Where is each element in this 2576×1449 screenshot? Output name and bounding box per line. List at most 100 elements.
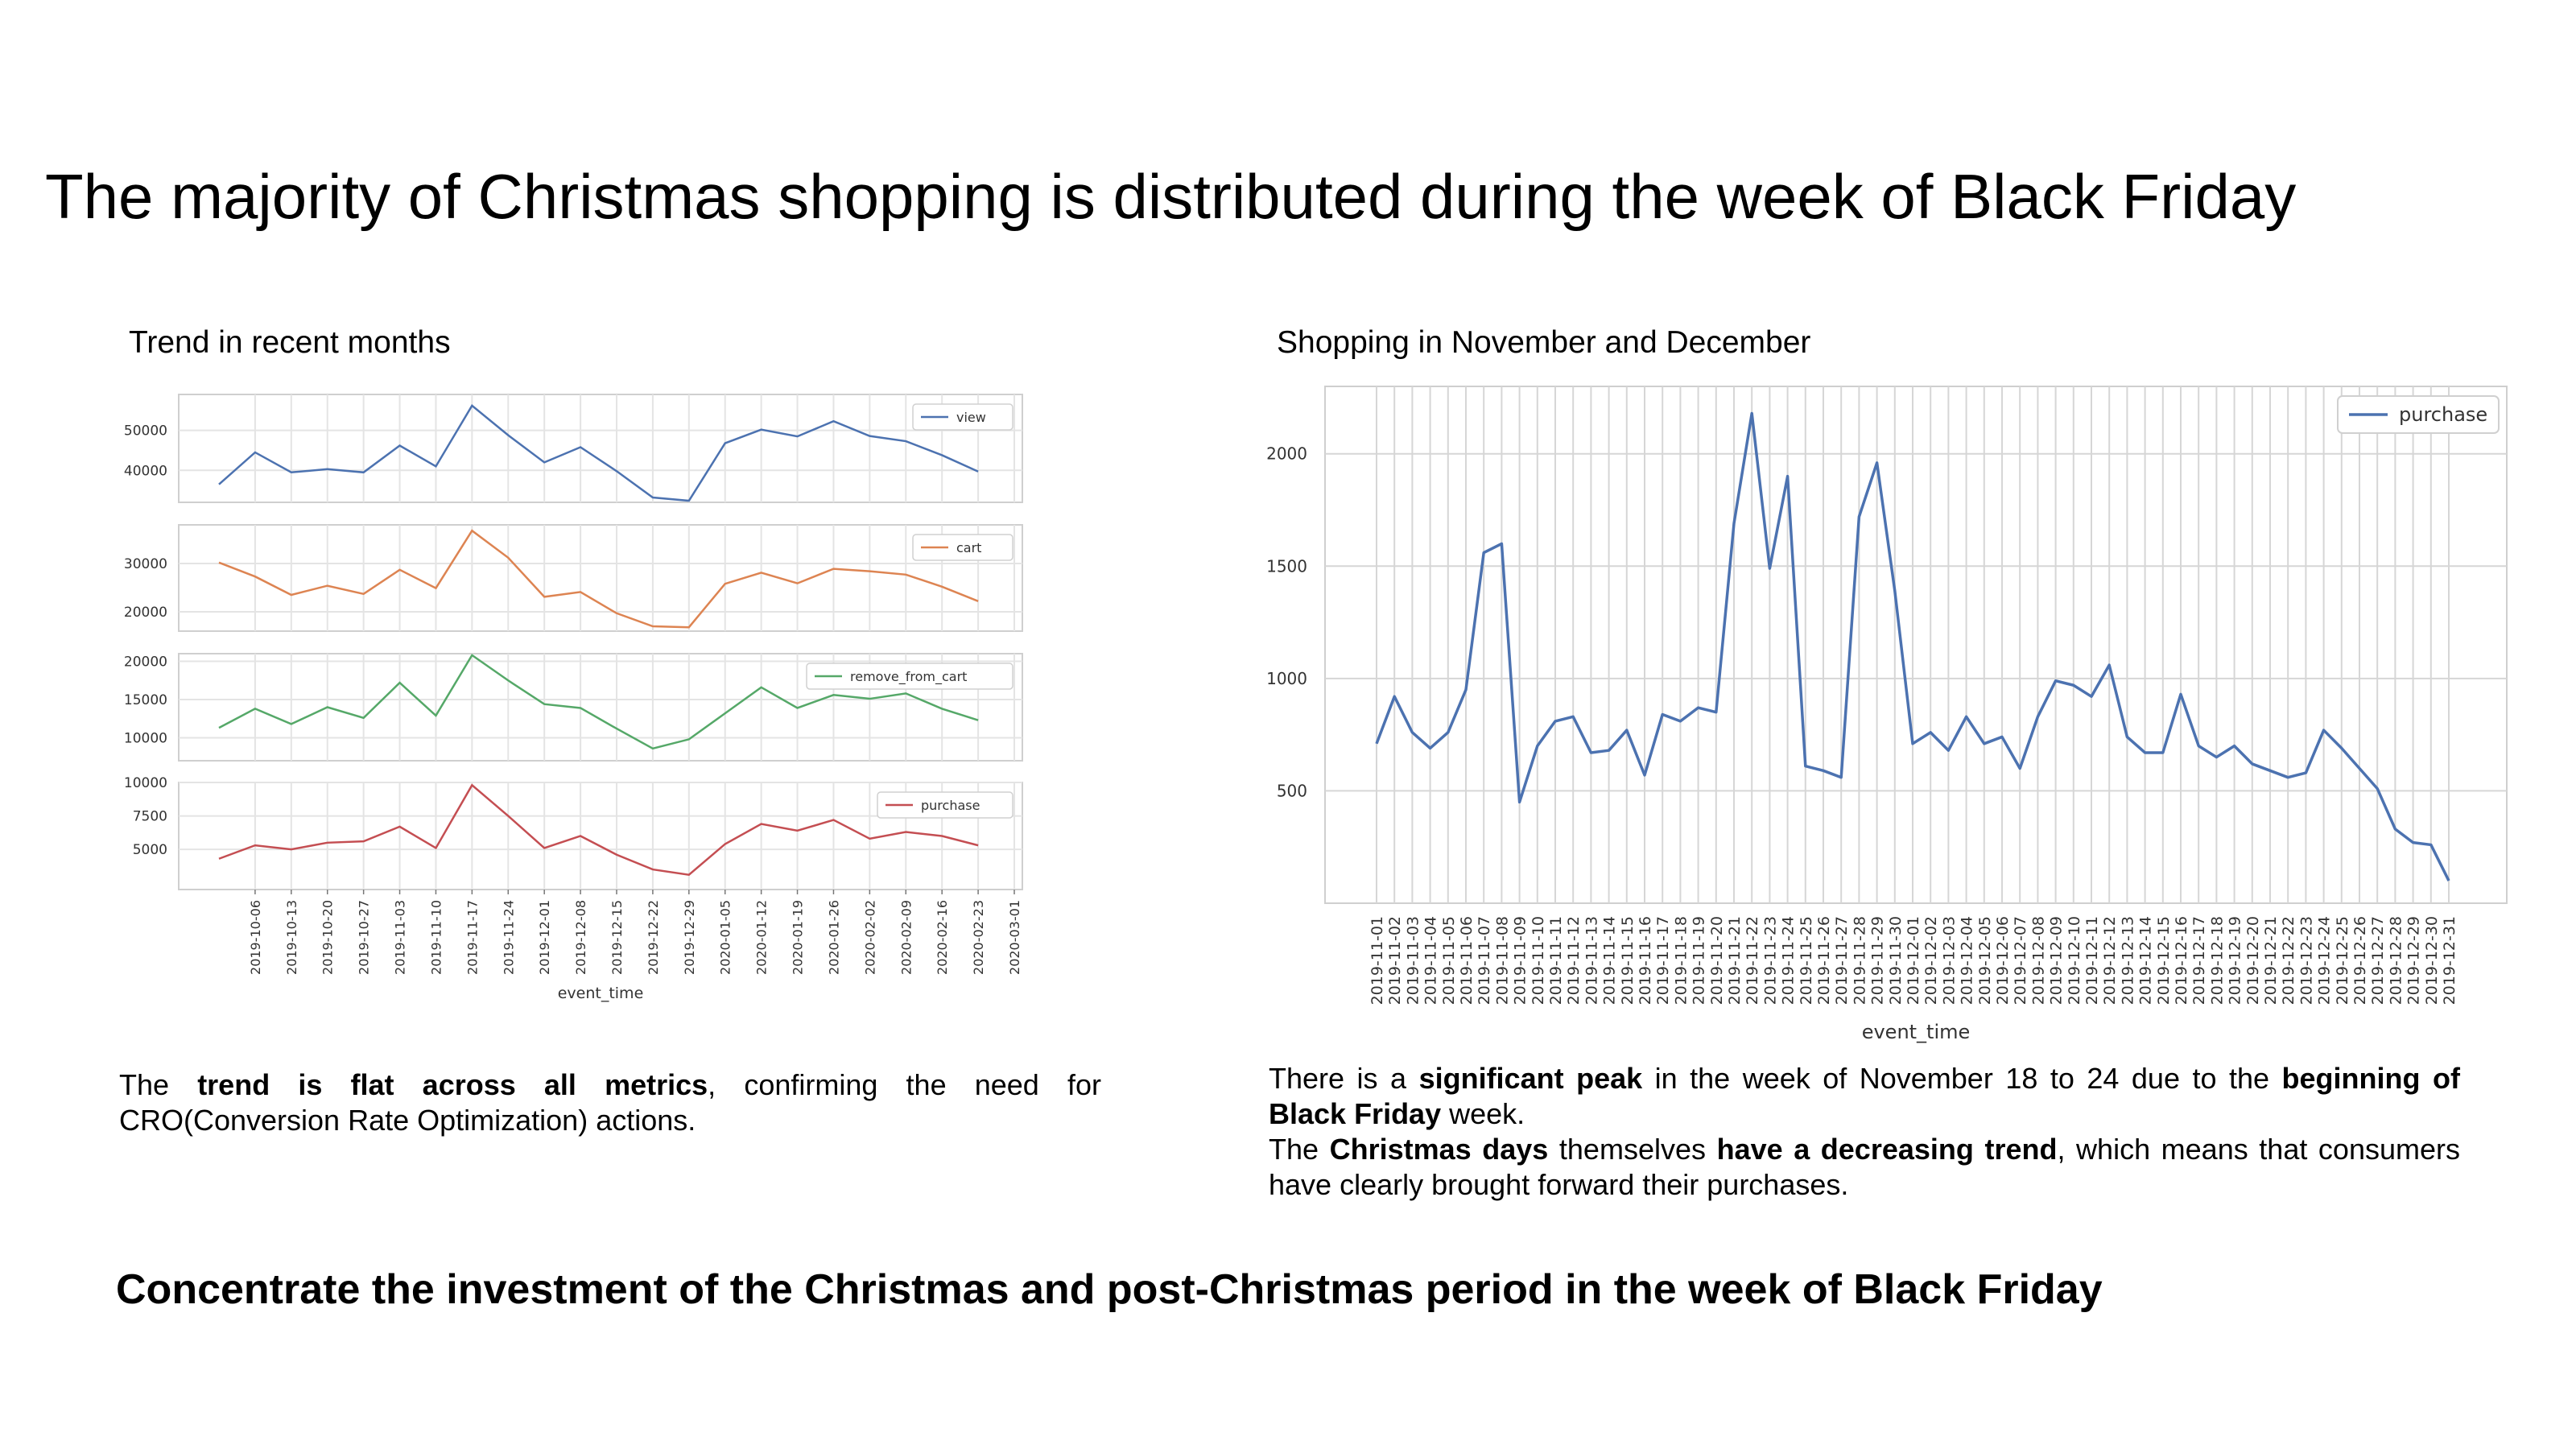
text-run: , which means that consumers have clearl… [1269,1133,2460,1201]
panel-frame [178,524,1023,632]
emphasis-text: trend is flat across all metrics [197,1068,708,1101]
y-tick-label: 20000 [124,654,167,671]
legend-label: remove_from_cart [850,669,967,685]
x-tick-label: 2020-01-12 [754,900,770,975]
legend-box [806,663,1013,690]
x-tick-label: 2019-12-27 [2369,916,2387,1005]
x-tick-label: 2019-11-16 [1637,916,1654,1005]
legend: purchase [2337,395,2500,434]
legend-box [2337,395,2500,434]
legend: view [912,403,1013,431]
x-axis-label: event_time [1862,1021,1971,1043]
x-tick-label: 2019-12-29 [2405,916,2423,1005]
series-line-view [218,404,979,502]
x-tick-label: 2019-12-29 [682,900,697,975]
x-tick-label: 2019-11-22 [1744,916,1761,1005]
footer-conclusion: Concentrate the investment of the Christ… [116,1266,2103,1313]
x-tick-label: 2019-10-27 [357,900,372,975]
x-tick-label: 2019-11-05 [1440,916,1458,1005]
x-tick-label: 2019-12-19 [2227,916,2244,1005]
plot-frame [1324,386,2508,904]
x-tick-label: 2019-12-12 [2101,916,2119,1005]
x-axis-label: event_time [558,985,644,1002]
x-tick-label: 2019-11-17 [464,900,480,975]
x-tick-label: 2019-12-20 [2244,916,2262,1005]
y-tick-label: 30000 [124,556,167,572]
x-tick-label: 2019-12-03 [1940,916,1958,1005]
x-tick-label: 2019-11-29 [1869,916,1887,1005]
x-tick-label: 2019-11-04 [1422,916,1440,1005]
text-run: , confirming the need for CRO(Conversion… [119,1068,1101,1137]
series-line-remove_from_cart [218,654,979,750]
x-tick-label: 2019-11-02 [1386,916,1404,1005]
x-tick-label: 2019-12-01 [1905,916,1922,1005]
legend: cart [912,534,1013,561]
x-tick-label: 2019-11-09 [1512,916,1530,1005]
x-tick-label: 2019-12-14 [2137,916,2155,1005]
x-tick-label: 2019-11-13 [1583,916,1600,1005]
x-tick-label: 2019-12-25 [2334,916,2351,1005]
x-tick-label: 2019-11-08 [1493,916,1511,1005]
x-tick-label: 2019-12-17 [2190,916,2208,1005]
legend-box [877,791,1013,819]
left-summary-text: The trend is flat across all metrics, co… [119,1067,1101,1138]
x-tick-label: 2019-11-27 [1833,916,1851,1005]
x-tick-label: 2019-11-20 [1708,916,1726,1005]
x-tick-label: 2020-01-05 [718,900,733,975]
x-tick-label: 2019-12-24 [2316,916,2334,1005]
x-tick-label: 2019-11-10 [1530,916,1547,1005]
x-tick-label: 2019-11-21 [1726,916,1744,1005]
y-tick-label: 500 [1277,781,1307,800]
x-tick-label: 2019-11-15 [1619,916,1637,1005]
y-tick-label: 40000 [124,463,167,479]
x-tick-label: 2019-11-19 [1690,916,1708,1005]
x-tick-label: 2019-12-01 [537,900,552,975]
x-tick-label: 2019-11-06 [1458,916,1476,1005]
legend-label: purchase [2399,403,2487,426]
y-tick-label: 7500 [133,809,167,825]
x-tick-label: 2020-02-02 [862,900,877,975]
legend-box [912,403,1013,431]
x-tick-label: 2019-11-18 [1672,916,1690,1005]
panel-remove_from_cart: 10000 15000 20000 remove_from_cart [124,653,1023,762]
x-tick-label: 2019-11-03 [393,900,408,975]
x-tick-label: 2019-12-31 [2441,916,2458,1005]
x-tick-label: 2019-12-15 [2155,916,2173,1005]
x-tick-label: 2019-12-28 [2387,916,2405,1005]
y-tick-label: 50000 [124,423,167,440]
x-tick-label: 2019-12-13 [2119,916,2136,1005]
emphasis-text: have a decreasing trend [1716,1133,2058,1166]
x-tick-label: 2019-12-30 [2423,916,2441,1005]
x-tick-label: 2019-11-01 [1368,916,1386,1005]
panel-purchase: 5000 7500 10000 purchase [124,775,1023,890]
right-summary-text: There is a significant peak in the week … [1269,1061,2460,1203]
page-title: The majority of Christmas shopping is di… [45,161,2297,232]
x-tick-label: 2019-11-26 [1815,916,1833,1005]
x-tick-label: 2019-12-15 [609,900,625,975]
x-tick-label: 2019-12-02 [1922,916,1940,1005]
x-tick-label: 2019-11-24 [501,900,516,975]
right-summary-paragraph-2: The Christmas days themselves have a dec… [1269,1132,2460,1203]
x-tick-label: 2020-02-16 [935,900,950,975]
x-tick-label: 2019-12-08 [573,900,588,975]
x-tick-label: 2019-11-03 [1404,916,1422,1005]
x-tick-label: 2019-11-07 [1476,916,1493,1005]
y-tick-label: 1500 [1266,556,1307,576]
x-tick-label: 2019-11-25 [1798,916,1815,1005]
y-tick-label: 10000 [124,731,167,747]
text-run: week. [1441,1097,1525,1130]
x-tick-label: 2020-01-26 [826,900,841,975]
series-line-purchase [218,783,979,877]
right-summary-paragraph-1: There is a significant peak in the week … [1269,1061,2460,1132]
text-run: The [1269,1133,1330,1166]
legend-box [912,534,1013,561]
x-tick-label: 2019-11-14 [1601,916,1619,1005]
emphasis-text: Christmas days [1329,1133,1549,1166]
y-tick-label: 1000 [1266,669,1307,688]
x-tick-label: 2019-11-23 [1761,916,1779,1005]
x-tick-label: 2019-10-06 [248,900,263,975]
x-tick-label: 2019-12-06 [1994,916,2012,1005]
x-tick-label: 2019-11-17 [1654,916,1672,1005]
